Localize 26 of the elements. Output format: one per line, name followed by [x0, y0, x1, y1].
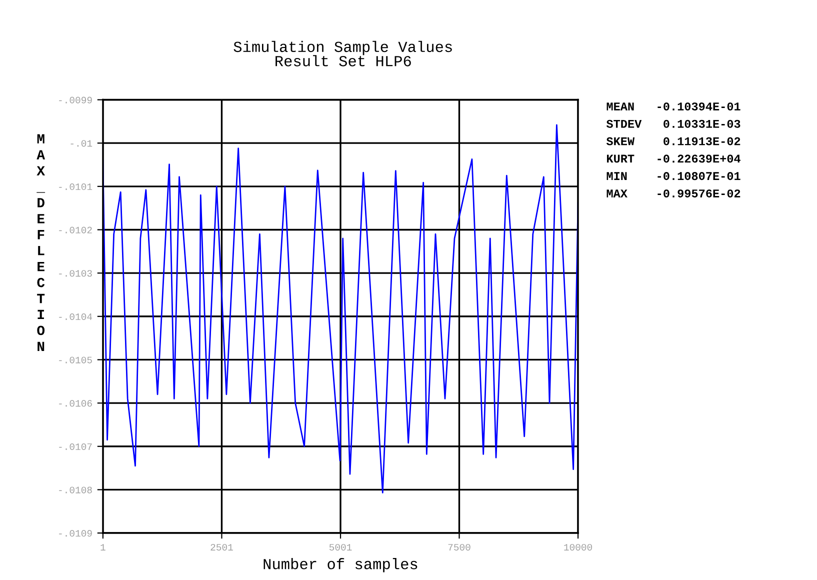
x-tick-label: 2501 — [210, 544, 233, 551]
x-axis-title: Number of samples — [264, 558, 418, 572]
chart-subtitle: Result Set HLP6 — [276, 55, 411, 66]
text: KURT -0.22639E+04 — [607, 154, 740, 163]
y-tick-label: -.0103 — [59, 270, 92, 277]
y-tick-label: -.0106 — [59, 400, 92, 407]
x-tick-label: 5001 — [329, 544, 352, 551]
text: MAX -0.99576E-02 — [606, 189, 740, 198]
text: STDEV 0.10331E-03 — [606, 120, 740, 128]
y-tick-label: -.0109 — [59, 530, 92, 537]
y-tick-label: -.0108 — [59, 486, 92, 494]
x-tick-label: 1 — [100, 544, 106, 550]
text: MAX_DEFLECTION — [36, 134, 46, 351]
y-tick-label: -.0105 — [59, 356, 92, 364]
x-tick-label: 10000 — [564, 544, 592, 551]
y-tick-label: -.0107 — [59, 443, 92, 450]
text: SKEW 0.11913E-02 — [606, 137, 740, 146]
y-tick-label: -.0102 — [59, 226, 92, 234]
y-tick-label: -.0099 — [59, 96, 92, 104]
y-tick-label: -.01 — [70, 140, 92, 147]
y-tick-label: -.0104 — [59, 313, 92, 320]
x-tick-label: 7500 — [448, 544, 470, 551]
chart-title: Simulation Sample Values — [234, 40, 452, 56]
y-tick-label: -.0101 — [59, 183, 92, 190]
text: MEAN -0.10394E-01 — [606, 102, 740, 110]
text: MIN -0.10807E-01 — [606, 172, 740, 180]
